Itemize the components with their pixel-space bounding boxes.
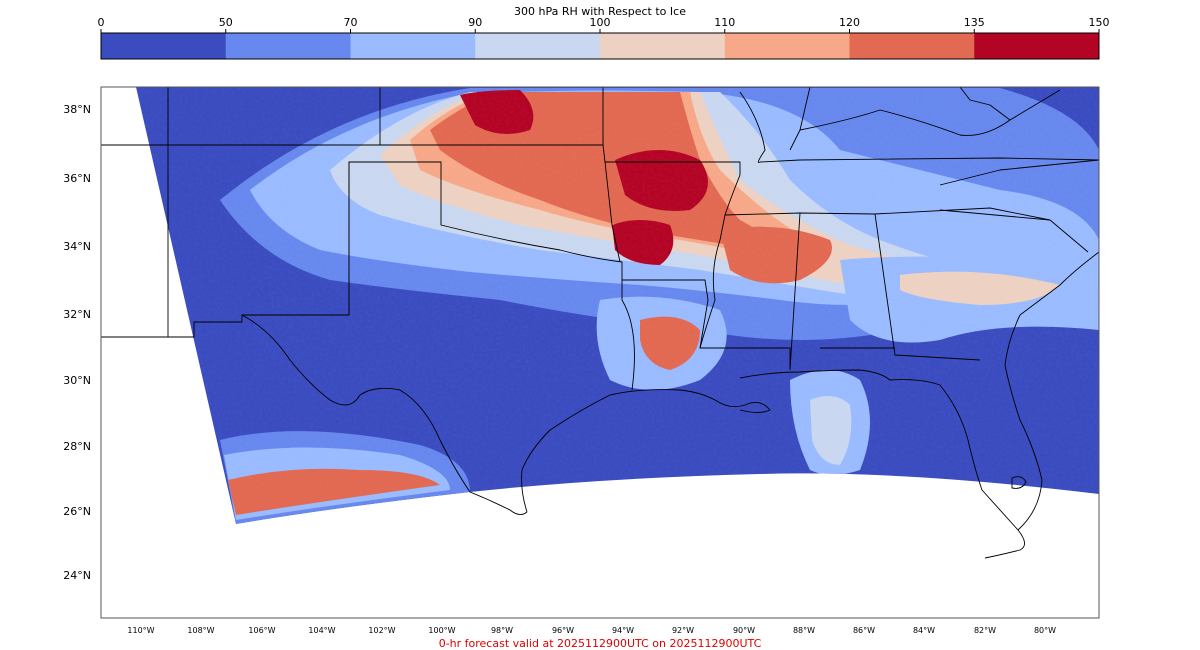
coastline-mississippi-alabama [739, 369, 891, 381]
political-borders [101, 86, 1100, 559]
border-mississippi-upper [739, 91, 766, 163]
border-ohio-river [799, 89, 1061, 136]
lon-label-108w: 108°W [187, 626, 214, 635]
colorbar-swatch-2 [350, 33, 476, 59]
border-virginia [939, 159, 1100, 186]
lon-label-84w: 84°W [913, 626, 935, 635]
latitude-labels: 38°N 36°N 34°N 32°N 30°N 28°N 26°N 24°N [63, 103, 91, 582]
lon-label-100w: 100°W [428, 626, 455, 635]
rh-field [136, 87, 1099, 524]
border-arkansas [604, 161, 621, 263]
colorbar-tick-label-8: 150 [1089, 16, 1110, 29]
lon-label-98w: 98°W [491, 626, 513, 635]
border-kentucky-tennessee [759, 157, 1100, 163]
lon-label-104w: 104°W [308, 626, 335, 635]
longitude-labels: 110°W 108°W 106°W 104°W 102°W 100°W 98°W… [127, 626, 1056, 635]
border-mississippi-river [699, 174, 741, 349]
lon-label-88w: 88°W [793, 626, 815, 635]
lake-okeechobee [1011, 476, 1027, 489]
lon-label-86w: 86°W [853, 626, 875, 635]
lon-label-82w: 82°W [974, 626, 996, 635]
colorbar-tick-label-7: 135 [964, 16, 985, 29]
lon-label-106w: 106°W [248, 626, 275, 635]
border-texas-louisiana [621, 280, 635, 391]
border-carolinas [939, 209, 1089, 253]
lon-label-90w: 90°W [733, 626, 755, 635]
lat-label-28n: 28°N [63, 440, 91, 453]
colorbar-ticks: 0 50 70 90 100 110 120 135 150 [98, 16, 1110, 33]
coastline-florida-atlantic [1004, 314, 1043, 531]
colorbar-swatch-3 [475, 33, 601, 59]
forecast-caption: 0-hr forecast valid at 2025112900UTC on … [439, 637, 762, 650]
lat-label-26n: 26°N [63, 505, 91, 518]
lat-label-34n: 34°N [63, 240, 91, 253]
lat-label-32n: 32°N [63, 308, 91, 321]
map-frame [100, 86, 1100, 619]
lon-label-80w: 80°W [1034, 626, 1056, 635]
map-panel: 38°N 36°N 34°N 32°N 30°N 28°N 26°N 24°N … [63, 86, 1100, 635]
colorbar-title: 300 hPa RH with Respect to Ice [514, 5, 686, 18]
border-west-virginia [959, 86, 1011, 121]
colorbar-tick-label-3: 90 [468, 16, 482, 29]
lon-label-96w: 96°W [552, 626, 574, 635]
colorbar-swatch-4 [600, 33, 726, 59]
colorbar-tick-label-6: 120 [839, 16, 860, 29]
colorbar-tick-label-5: 110 [714, 16, 735, 29]
coastline-louisiana [679, 389, 771, 413]
coastline-texas [521, 389, 681, 513]
lon-label-110w: 110°W [127, 626, 154, 635]
colorbar-tick-label-1: 50 [219, 16, 233, 29]
lat-label-38n: 38°N [63, 103, 91, 116]
colorbar-swatch-6 [849, 33, 975, 59]
colorbar-swatches [101, 33, 1100, 59]
colorbar: 300 hPa RH with Respect to Ice 0 50 70 90 10… [98, 5, 1110, 60]
colorbar-swatch-0 [101, 33, 227, 59]
border-oklahoma-panhandle [349, 161, 623, 280]
colorbar-swatch-7 [974, 33, 1100, 59]
colorbar-tick-label-4: 100 [590, 16, 611, 29]
lon-label-94w: 94°W [612, 626, 634, 635]
lon-label-92w: 92°W [672, 626, 694, 635]
coastline-southeast [1019, 251, 1100, 316]
lat-label-30n: 30°N [63, 374, 91, 387]
lon-label-102w: 102°W [368, 626, 395, 635]
border-alabama-georgia [874, 213, 981, 361]
border-louisiana [622, 279, 791, 370]
border-alabama [789, 212, 801, 371]
border-rio-grande [241, 314, 528, 515]
colorbar-tick-label-2: 70 [344, 16, 358, 29]
lat-label-24n: 24°N [63, 569, 91, 582]
colorbar-swatch-1 [225, 33, 351, 59]
colorbar-swatch-5 [724, 33, 850, 59]
lat-label-36n: 36°N [63, 172, 91, 185]
rh-texture [136, 87, 1099, 524]
coastline-florida-gulf [889, 379, 1025, 559]
colorbar-tick-label-0: 0 [98, 16, 105, 29]
